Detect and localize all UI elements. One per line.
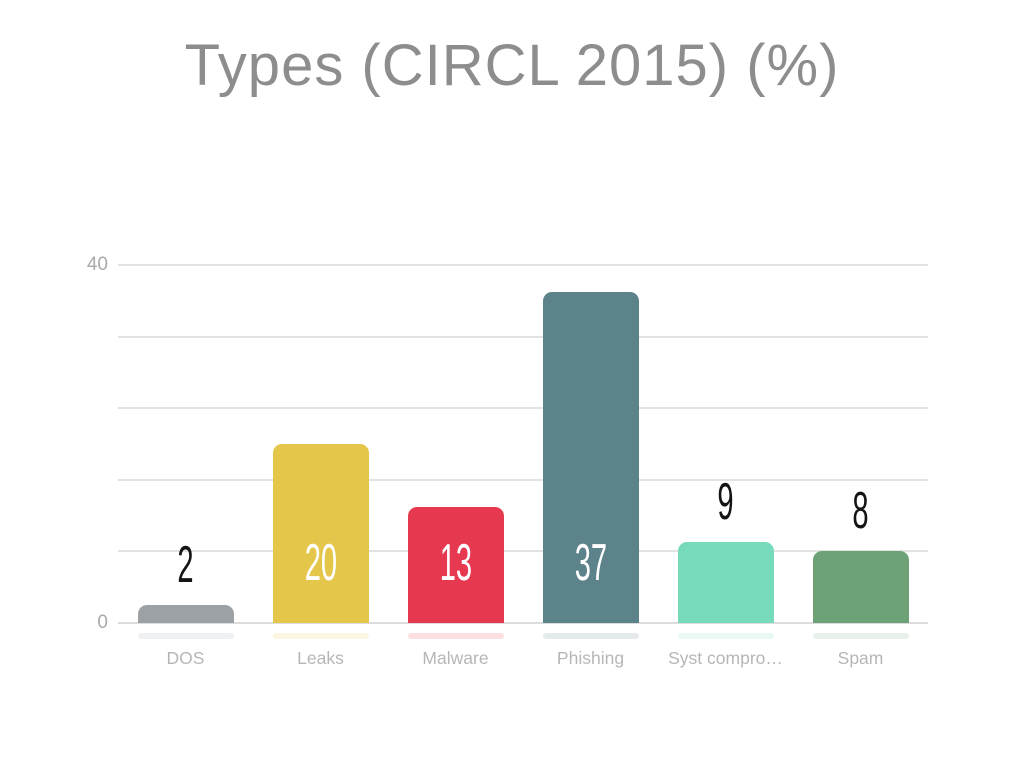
x-axis-label-syst-compro: Syst compro… bbox=[668, 648, 783, 668]
x-axis-label-spam: Spam bbox=[837, 648, 884, 668]
x-axis-label-malware: Malware bbox=[422, 648, 489, 668]
bar-reflection-phishing bbox=[542, 633, 639, 639]
bar-spam[interactable] bbox=[812, 551, 909, 623]
bar-malware[interactable] bbox=[407, 506, 504, 623]
bar-slot-phishing: 37 Phishing bbox=[523, 265, 658, 668]
plot-area: 0 40 2 DOS 20 Leaks 13 Malware 37 Phishing 9 Syst … bbox=[87, 254, 928, 668]
gridline-40 bbox=[118, 264, 928, 266]
chart-title: Types (CIRCL 2015) (%) bbox=[184, 33, 840, 98]
bar-slot-spam: 8 Spam bbox=[793, 265, 928, 668]
gridline-0 bbox=[118, 622, 928, 624]
value-label-leaks: 20 bbox=[304, 534, 337, 592]
bar-phishing[interactable] bbox=[542, 291, 639, 623]
value-label-syst-compro: 9 bbox=[717, 473, 734, 532]
value-label-phishing: 37 bbox=[574, 534, 607, 592]
bar-reflection-spam bbox=[812, 633, 909, 639]
bar-slot-dos: 2 DOS bbox=[118, 265, 253, 668]
gridline-32 bbox=[118, 335, 928, 338]
value-label-malware: 13 bbox=[439, 534, 472, 592]
bar-leaks[interactable] bbox=[272, 444, 369, 623]
y-tick-0: 0 bbox=[97, 612, 108, 633]
bar-slot-malware: 13 Malware bbox=[388, 265, 523, 668]
gridline-24 bbox=[118, 407, 928, 410]
x-axis-label-phishing: Phishing bbox=[556, 648, 625, 668]
gridline-8 bbox=[118, 550, 928, 553]
x-axis-label-leaks: Leaks bbox=[297, 648, 344, 668]
value-label-spam: 8 bbox=[852, 482, 869, 541]
bar-syst-compro[interactable] bbox=[677, 542, 774, 623]
bar-reflection-dos bbox=[137, 633, 234, 639]
x-axis-label-dos: DOS bbox=[166, 648, 205, 668]
value-label-dos: 2 bbox=[177, 536, 194, 595]
y-tick-40: 40 bbox=[86, 254, 108, 275]
bar-reflection-leaks bbox=[272, 633, 369, 639]
bar-reflection-syst-compro bbox=[677, 633, 774, 639]
bar-reflection-malware bbox=[407, 633, 504, 639]
bar-dos[interactable] bbox=[137, 605, 234, 623]
gridline-16 bbox=[118, 478, 928, 481]
bar-slot-leaks: 20 Leaks bbox=[253, 265, 388, 668]
bar-slot-syst-compro: 9 Syst compro… bbox=[658, 265, 793, 668]
